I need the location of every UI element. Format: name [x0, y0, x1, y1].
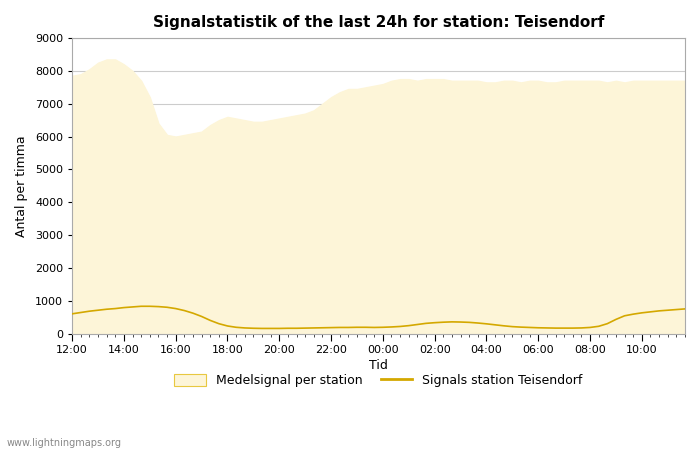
X-axis label: Tid: Tid	[369, 360, 388, 373]
Y-axis label: Antal per timma: Antal per timma	[15, 135, 28, 237]
Text: www.lightningmaps.org: www.lightningmaps.org	[7, 438, 122, 448]
Legend: Medelsignal per station, Signals station Teisendorf: Medelsignal per station, Signals station…	[169, 369, 588, 392]
Title: Signalstatistik of the last 24h for station: Teisendorf: Signalstatistik of the last 24h for stat…	[153, 15, 604, 30]
